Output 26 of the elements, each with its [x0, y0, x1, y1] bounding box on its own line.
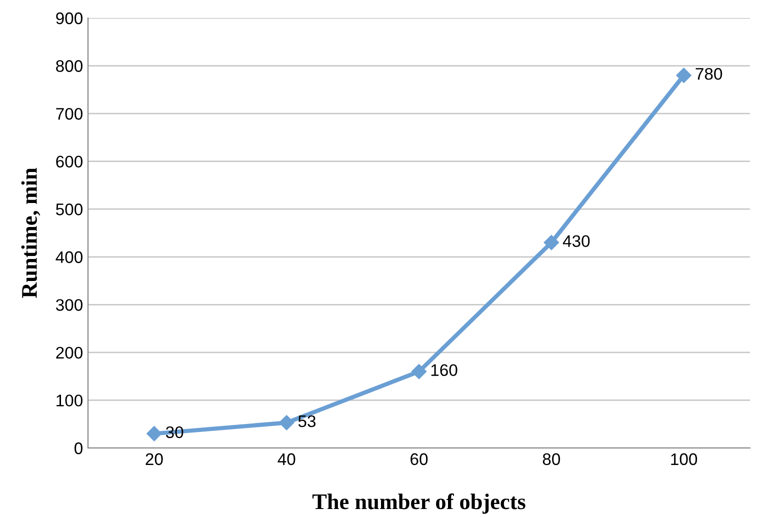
x-tick-label: 80: [542, 453, 560, 466]
x-axis-title: The number of objects: [312, 493, 526, 514]
point: [146, 426, 162, 442]
data-label: 780: [696, 68, 722, 80]
y-tick-label: 900: [56, 12, 82, 24]
x-tick-label: 60: [410, 453, 428, 466]
y-tick-label: 300: [56, 299, 82, 311]
y-tick-label: 400: [56, 251, 82, 264]
y-axis-title: Runtime, min: [21, 168, 40, 298]
point: [411, 364, 427, 380]
y-tick-label: 800: [56, 60, 82, 72]
data-label: 160: [431, 364, 458, 376]
point: [279, 415, 294, 430]
y-tick-label: 200: [56, 346, 82, 359]
data-label: 53: [298, 415, 316, 428]
x-tick-label: 100: [671, 453, 698, 466]
x-tick-label: 40: [278, 453, 296, 466]
y-tick-label: 700: [56, 108, 82, 120]
point: [676, 68, 692, 83]
y-tick-label: 500: [56, 204, 82, 216]
y-tick-label: 600: [56, 156, 82, 168]
y-tick-label: 0: [74, 442, 82, 454]
x-tick-label: 20: [146, 453, 163, 466]
y-tick-label: 100: [56, 394, 82, 406]
point: [544, 234, 559, 250]
data-label: 430: [562, 235, 590, 248]
